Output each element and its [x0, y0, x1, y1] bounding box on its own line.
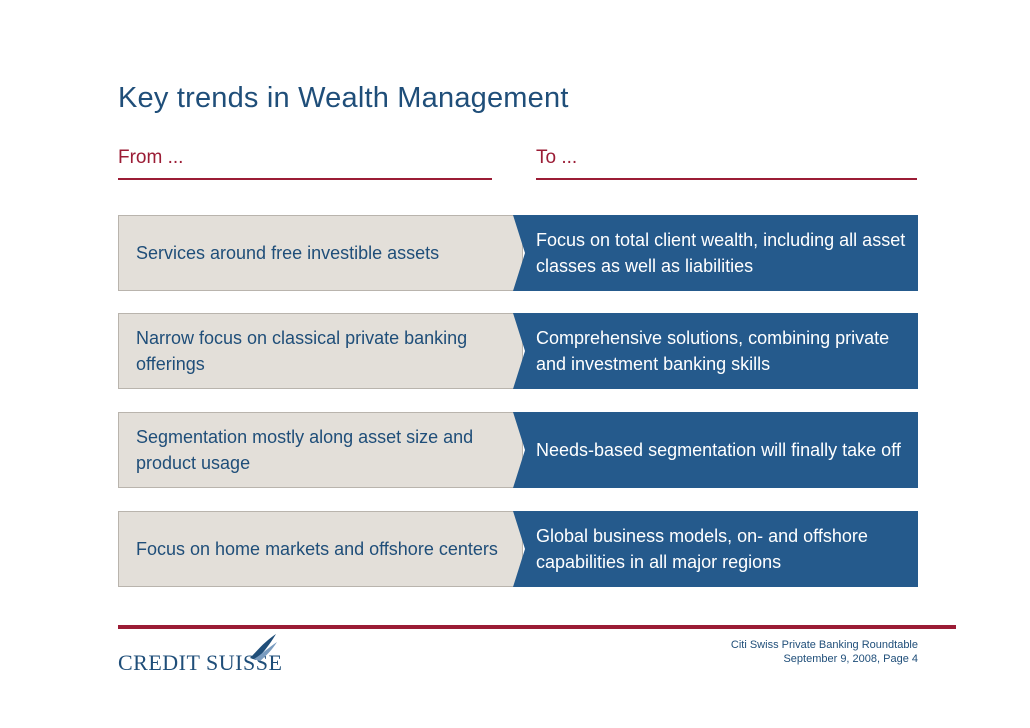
from-heading: From ...	[118, 147, 184, 168]
trend-row-4: Focus on home markets and offshore cente…	[118, 511, 918, 587]
to-heading: To ...	[536, 147, 578, 168]
slide-title: Key trends in Wealth Management	[118, 82, 569, 114]
to-text: Global business models, on- and offshore…	[536, 526, 868, 572]
to-box	[513, 511, 918, 587]
trend-row-1: Services around free investible assets F…	[118, 215, 918, 291]
footer-event: Citi Swiss Private Banking Roundtable	[730, 639, 918, 651]
to-text: Comprehensive solutions, combining priva…	[536, 328, 890, 374]
to-box	[513, 215, 918, 291]
to-box	[513, 412, 918, 488]
from-text: Focus on home markets and offshore cente…	[136, 539, 498, 559]
trend-row-2: Narrow focus on classical private bankin…	[118, 313, 918, 389]
to-text: Focus on total client wealth, including …	[536, 230, 906, 276]
sail-icon	[250, 634, 277, 661]
from-text: Narrow focus on classical private bankin…	[136, 328, 468, 374]
footer-text: Citi Swiss Private Banking Roundtable Se…	[731, 638, 918, 666]
trend-row-3: Segmentation mostly along asset size and…	[118, 412, 918, 488]
to-text: Needs-based segmentation will finally ta…	[536, 440, 901, 460]
to-box	[513, 313, 918, 389]
from-text: Segmentation mostly along asset size and…	[136, 427, 474, 473]
footer-date-page: September 9, 2008, Page 4	[783, 653, 918, 665]
to-heading-rule	[536, 178, 917, 180]
from-box	[118, 215, 523, 291]
from-box	[118, 412, 523, 488]
footer-rule	[118, 625, 956, 629]
from-heading-rule	[118, 178, 492, 180]
from-box	[118, 313, 523, 389]
from-text: Services around free investible assets	[136, 243, 440, 263]
from-box	[118, 511, 523, 587]
